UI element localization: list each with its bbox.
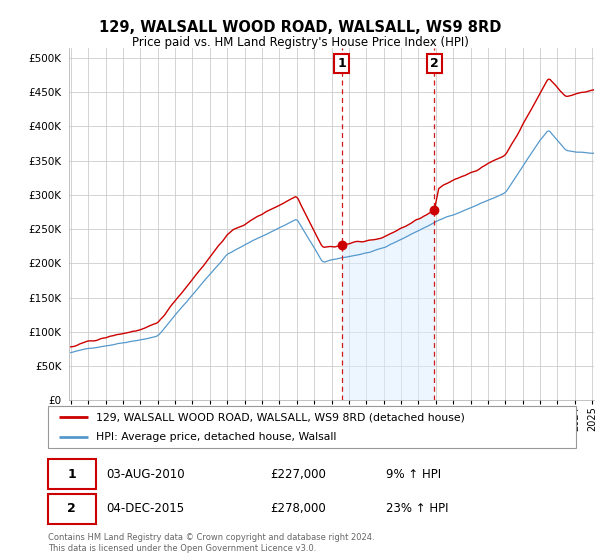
Text: 03-AUG-2010: 03-AUG-2010 (106, 468, 185, 480)
Text: 129, WALSALL WOOD ROAD, WALSALL, WS9 8RD (detached house): 129, WALSALL WOOD ROAD, WALSALL, WS9 8RD… (95, 412, 464, 422)
Point (337, 240, 346, 249)
FancyBboxPatch shape (48, 406, 576, 448)
Text: Contains HM Land Registry data © Crown copyright and database right 2024.
This d: Contains HM Land Registry data © Crown c… (48, 533, 374, 553)
Text: 1: 1 (337, 57, 346, 70)
FancyBboxPatch shape (48, 494, 95, 524)
Text: Price paid vs. HM Land Registry's House Price Index (HPI): Price paid vs. HM Land Registry's House … (131, 36, 469, 49)
Text: 9% ↑ HPI: 9% ↑ HPI (386, 468, 441, 480)
Text: £278,000: £278,000 (270, 502, 326, 515)
Text: 2: 2 (430, 57, 439, 70)
Text: 23% ↑ HPI: 23% ↑ HPI (386, 502, 448, 515)
Point (430, 206, 439, 214)
Text: £227,000: £227,000 (270, 468, 326, 480)
FancyBboxPatch shape (48, 459, 95, 489)
Text: 1: 1 (67, 468, 76, 480)
Text: 2: 2 (67, 502, 76, 515)
Text: 04-DEC-2015: 04-DEC-2015 (106, 502, 184, 515)
Text: 129, WALSALL WOOD ROAD, WALSALL, WS9 8RD: 129, WALSALL WOOD ROAD, WALSALL, WS9 8RD (99, 20, 501, 35)
Text: HPI: Average price, detached house, Walsall: HPI: Average price, detached house, Wals… (95, 432, 336, 442)
